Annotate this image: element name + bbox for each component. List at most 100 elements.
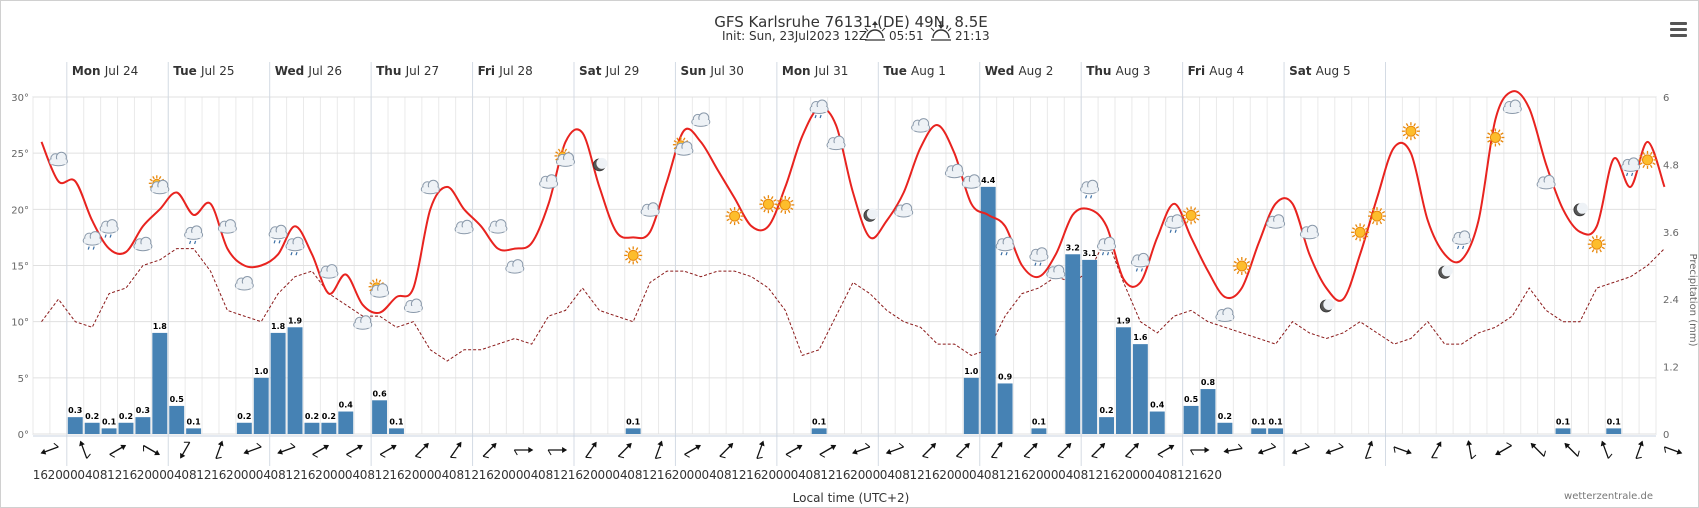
- day-label: Tue Aug 1: [883, 64, 946, 78]
- cloud-weather-icon: [488, 219, 508, 234]
- hour-tick: 00: [954, 468, 969, 482]
- hour-tick: 08: [92, 468, 107, 482]
- sun-weather-icon: [725, 207, 744, 226]
- cloud-weather-icon: [1266, 214, 1286, 229]
- wind-barb: [312, 444, 330, 458]
- cloud-weather-icon: [961, 174, 981, 189]
- wind-barb: [756, 440, 765, 459]
- hour-tick: 16: [1192, 468, 1207, 482]
- hour-tick: 00: [597, 468, 612, 482]
- precip-label: 0.2: [1099, 406, 1113, 415]
- precip-bar: [253, 377, 269, 434]
- hour-tick: 16: [835, 468, 850, 482]
- day-label: Fri Aug 4: [1188, 64, 1245, 78]
- wind-barb: [585, 441, 597, 459]
- wind-barb: [414, 442, 429, 459]
- rain-weather-icon: [184, 225, 204, 245]
- precip-bar: [1200, 389, 1216, 434]
- hour-tick: 08: [716, 468, 731, 482]
- hour-tick: 08: [360, 468, 375, 482]
- rain-weather-icon: [1621, 157, 1641, 177]
- day-label: Sun Jul 30: [680, 64, 743, 78]
- hour-tick: 08: [627, 468, 642, 482]
- cloud-weather-icon: [539, 174, 559, 189]
- precip-bar: [997, 383, 1013, 434]
- hour-tick: 20: [1118, 468, 1133, 482]
- hour-tick: 16: [211, 468, 226, 482]
- y-tick-right: 1.2: [1663, 363, 1679, 374]
- wind-barb: [40, 442, 59, 455]
- moon-weather-icon: [1319, 299, 1335, 313]
- cloud-weather-icon: [1215, 307, 1235, 322]
- temperature-line: [40, 90, 1666, 314]
- hour-tick: 20: [226, 468, 241, 482]
- hour-tick: 20: [315, 468, 330, 482]
- cloud-weather-icon: [1536, 174, 1556, 190]
- cloud-weather-icon: [505, 259, 525, 274]
- precip-bar: [1268, 428, 1284, 434]
- sun-cloud-weather-icon: [554, 147, 575, 167]
- precip-bar: [101, 428, 117, 434]
- precip-bar: [186, 428, 202, 434]
- precip-bar: [389, 428, 404, 434]
- hour-tick: 00: [330, 468, 345, 482]
- moon-weather-icon: [593, 157, 608, 172]
- precip-bar: [1183, 405, 1199, 434]
- chart-title: GFS Karlsruhe 76131 (DE) 49N, 8.5E: [714, 13, 988, 31]
- hour-tick: 20: [850, 468, 865, 482]
- cloud-weather-icon: [911, 118, 931, 133]
- day-label: Thu Jul 27: [376, 64, 439, 78]
- sun-weather-icon: [624, 246, 643, 265]
- sunset-time: 21:13: [955, 29, 990, 43]
- day-label: Mon Jul 31: [782, 64, 848, 78]
- y-tick-right: 0: [1663, 430, 1669, 441]
- wind-barb: [922, 442, 937, 459]
- hour-tick: 00: [687, 468, 702, 482]
- right-axis-title: Precipitation (mm): [1687, 254, 1698, 347]
- sun-weather-icon: [1638, 150, 1657, 169]
- wind-barb: [1663, 446, 1683, 455]
- hour-tick: 16: [657, 468, 672, 482]
- hour-tick: 12: [910, 468, 925, 482]
- hour-tick: 00: [63, 468, 78, 482]
- sun-weather-icon: [759, 195, 778, 214]
- hour-tick: 04: [434, 468, 449, 482]
- hour-tick: 12: [642, 468, 657, 482]
- precip-label: 1.0: [254, 367, 269, 376]
- wind-barb: [1564, 442, 1580, 457]
- precip-bar: [118, 422, 134, 434]
- hour-tick: 16: [122, 468, 137, 482]
- hamburger-menu-icon[interactable]: [1668, 18, 1690, 40]
- wind-barb: [719, 442, 734, 459]
- wind-barb: [1291, 442, 1310, 455]
- cloud-weather-icon: [217, 219, 237, 234]
- rain-weather-icon: [995, 236, 1015, 256]
- wind-barb: [785, 444, 803, 458]
- cloud-weather-icon: [48, 151, 68, 167]
- hour-tick: 04: [1147, 468, 1162, 482]
- cloud-weather-icon: [234, 276, 254, 291]
- precip-label: 0.6: [372, 389, 387, 398]
- cloud-weather-icon: [1046, 264, 1066, 280]
- hour-tick: 12: [553, 468, 568, 482]
- hour-tick: 16: [479, 468, 494, 482]
- precip-bar: [1099, 417, 1114, 434]
- hour-tick: 08: [895, 468, 910, 482]
- wind-barb: [1157, 444, 1175, 458]
- precip-label: 0.5: [1184, 395, 1199, 404]
- day-label: Fri Jul 28: [478, 64, 533, 78]
- rain-weather-icon: [809, 99, 829, 119]
- precip-label: 1.8: [153, 322, 168, 331]
- precip-label: 0.1: [1269, 417, 1284, 426]
- wind-barb: [1530, 442, 1546, 457]
- precip-bar: [1251, 428, 1267, 434]
- hour-tick: 12: [999, 468, 1014, 482]
- y-tick-left: 15°: [11, 262, 29, 273]
- precip-bar: [152, 332, 168, 434]
- hour-tick: 20: [672, 468, 687, 482]
- y-tick-left: 25°: [11, 149, 29, 160]
- day-label: Mon Jul 24: [72, 64, 138, 78]
- wind-barb: [1431, 441, 1442, 459]
- wind-barb: [547, 447, 568, 456]
- rain-weather-icon: [99, 219, 119, 238]
